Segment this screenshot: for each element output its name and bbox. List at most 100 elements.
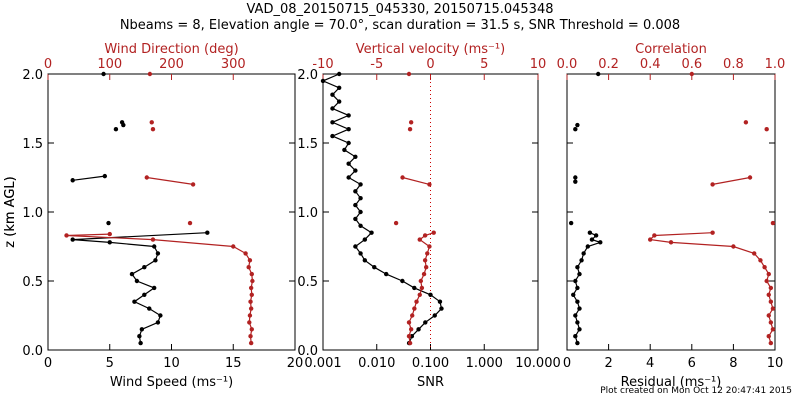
y-tick-label: 2.0 (22, 68, 43, 83)
snr-point (353, 189, 358, 194)
bottom-tick-label: 0 (563, 356, 571, 371)
wind-speed-point (107, 240, 112, 245)
correlation-point (764, 127, 769, 132)
residual-point (568, 220, 574, 226)
snr-point (353, 154, 358, 159)
wind-speed-point (142, 292, 147, 297)
bottom-tick-label: 0 (44, 356, 52, 371)
wind-speed-point (139, 327, 145, 332)
residual-point (573, 175, 578, 180)
vertical-velocity-point (406, 320, 412, 325)
wind-direction-point (248, 285, 254, 291)
snr-point (353, 244, 358, 249)
residual-point (573, 127, 578, 132)
wind-speed-point (147, 306, 152, 311)
bottom-tick-label: 10.000 (515, 356, 561, 371)
residual-point (596, 71, 601, 77)
y-tick-label: 1.0 (22, 206, 43, 221)
top-tick-label: 1.0 (765, 57, 786, 72)
wind-direction-point (247, 258, 253, 263)
snr-point (330, 92, 335, 97)
bottom-tick-label: 10 (767, 356, 784, 371)
top-tick-label: 5 (480, 57, 488, 72)
wind-speed-point (205, 230, 210, 235)
wind-direction-point (246, 265, 251, 270)
snr-point (358, 182, 363, 187)
correlation-point (768, 299, 774, 304)
snr-point (320, 78, 326, 84)
vertical-velocity-point (406, 334, 412, 339)
vertical-velocity-point (431, 230, 436, 235)
wind-direction-point (149, 120, 154, 125)
correlation-point (710, 230, 715, 235)
figure-title: VAD_08_20150715_045330, 20150715.045348 … (0, 2, 800, 34)
snr-point (330, 106, 335, 111)
residual-point (575, 320, 580, 325)
wind-speed-point (102, 173, 108, 179)
correlation-point (743, 120, 749, 125)
bottom-tick-label: 5 (106, 356, 114, 371)
wind-direction-point (150, 237, 156, 242)
residual-point (573, 334, 578, 339)
wind-speed-point (134, 278, 140, 284)
top-axis-label: Wind Direction (deg) (104, 42, 238, 57)
wind-direction-point (190, 182, 196, 187)
correlation-point (770, 327, 776, 332)
snr-point (400, 278, 405, 284)
snr-point (439, 306, 444, 311)
bottom-tick-label: 0.001 (304, 356, 341, 371)
vertical-velocity-point (418, 278, 424, 284)
snr-point (346, 161, 351, 166)
wind-direction-point (249, 327, 254, 332)
bottom-axis-label: SNR (417, 375, 444, 390)
vertical-velocity-point (422, 233, 428, 238)
top-tick-label: 0.4 (640, 57, 661, 72)
bottom-tick-label: 4 (646, 356, 654, 371)
wind-direction-point (150, 127, 156, 132)
residual-point (577, 306, 582, 311)
vertical-velocity-point (393, 220, 399, 226)
snr-point (353, 168, 358, 173)
wind-speed-point (129, 271, 135, 277)
residual-point (581, 251, 586, 256)
vertical-velocity-point (427, 244, 432, 249)
snr-point (358, 209, 363, 215)
snr-point (432, 313, 437, 318)
bottom-axis-label: Wind Speed (ms⁻¹) (110, 375, 233, 390)
wind-direction-point (248, 306, 254, 311)
correlation-point (768, 320, 774, 325)
wind-speed-point (142, 265, 147, 270)
correlation-point (668, 240, 674, 245)
bottom-tick-label: 0.100 (412, 356, 449, 371)
correlation-point (764, 278, 769, 284)
vertical-velocity-point (419, 285, 425, 291)
bottom-tick-label: 1.000 (466, 356, 503, 371)
residual-point (573, 179, 578, 184)
vertical-velocity-point (408, 120, 414, 125)
top-tick-label: 0.6 (681, 57, 702, 72)
residual-point (593, 233, 599, 238)
correlation-point (770, 306, 776, 311)
wind-direction-line (66, 233, 254, 344)
correlation-point (758, 258, 763, 263)
snr-point (330, 133, 335, 139)
title-line-2: Nbeams = 8, Elevation angle = 70.0°, sca… (119, 18, 681, 33)
correlation-point (766, 334, 771, 339)
correlation-point (710, 182, 715, 187)
residual-point (571, 292, 576, 297)
bottom-tick-label: 0.010 (358, 356, 395, 371)
wind-speed-point (106, 220, 111, 226)
bottom-tick-label: 15 (225, 356, 242, 371)
top-tick-label: 0.8 (723, 57, 744, 72)
residual-point (589, 237, 595, 242)
residual-point (575, 299, 580, 304)
vertical-velocity-point (407, 127, 413, 132)
wind-speed-point (113, 127, 119, 132)
wind-direction-point (248, 340, 254, 346)
snr-point (346, 127, 351, 132)
wind-direction-point (249, 271, 254, 277)
snr-point (384, 271, 389, 277)
snr-point (372, 265, 377, 270)
wind-speed-line (72, 175, 105, 181)
snr-point (330, 120, 335, 125)
